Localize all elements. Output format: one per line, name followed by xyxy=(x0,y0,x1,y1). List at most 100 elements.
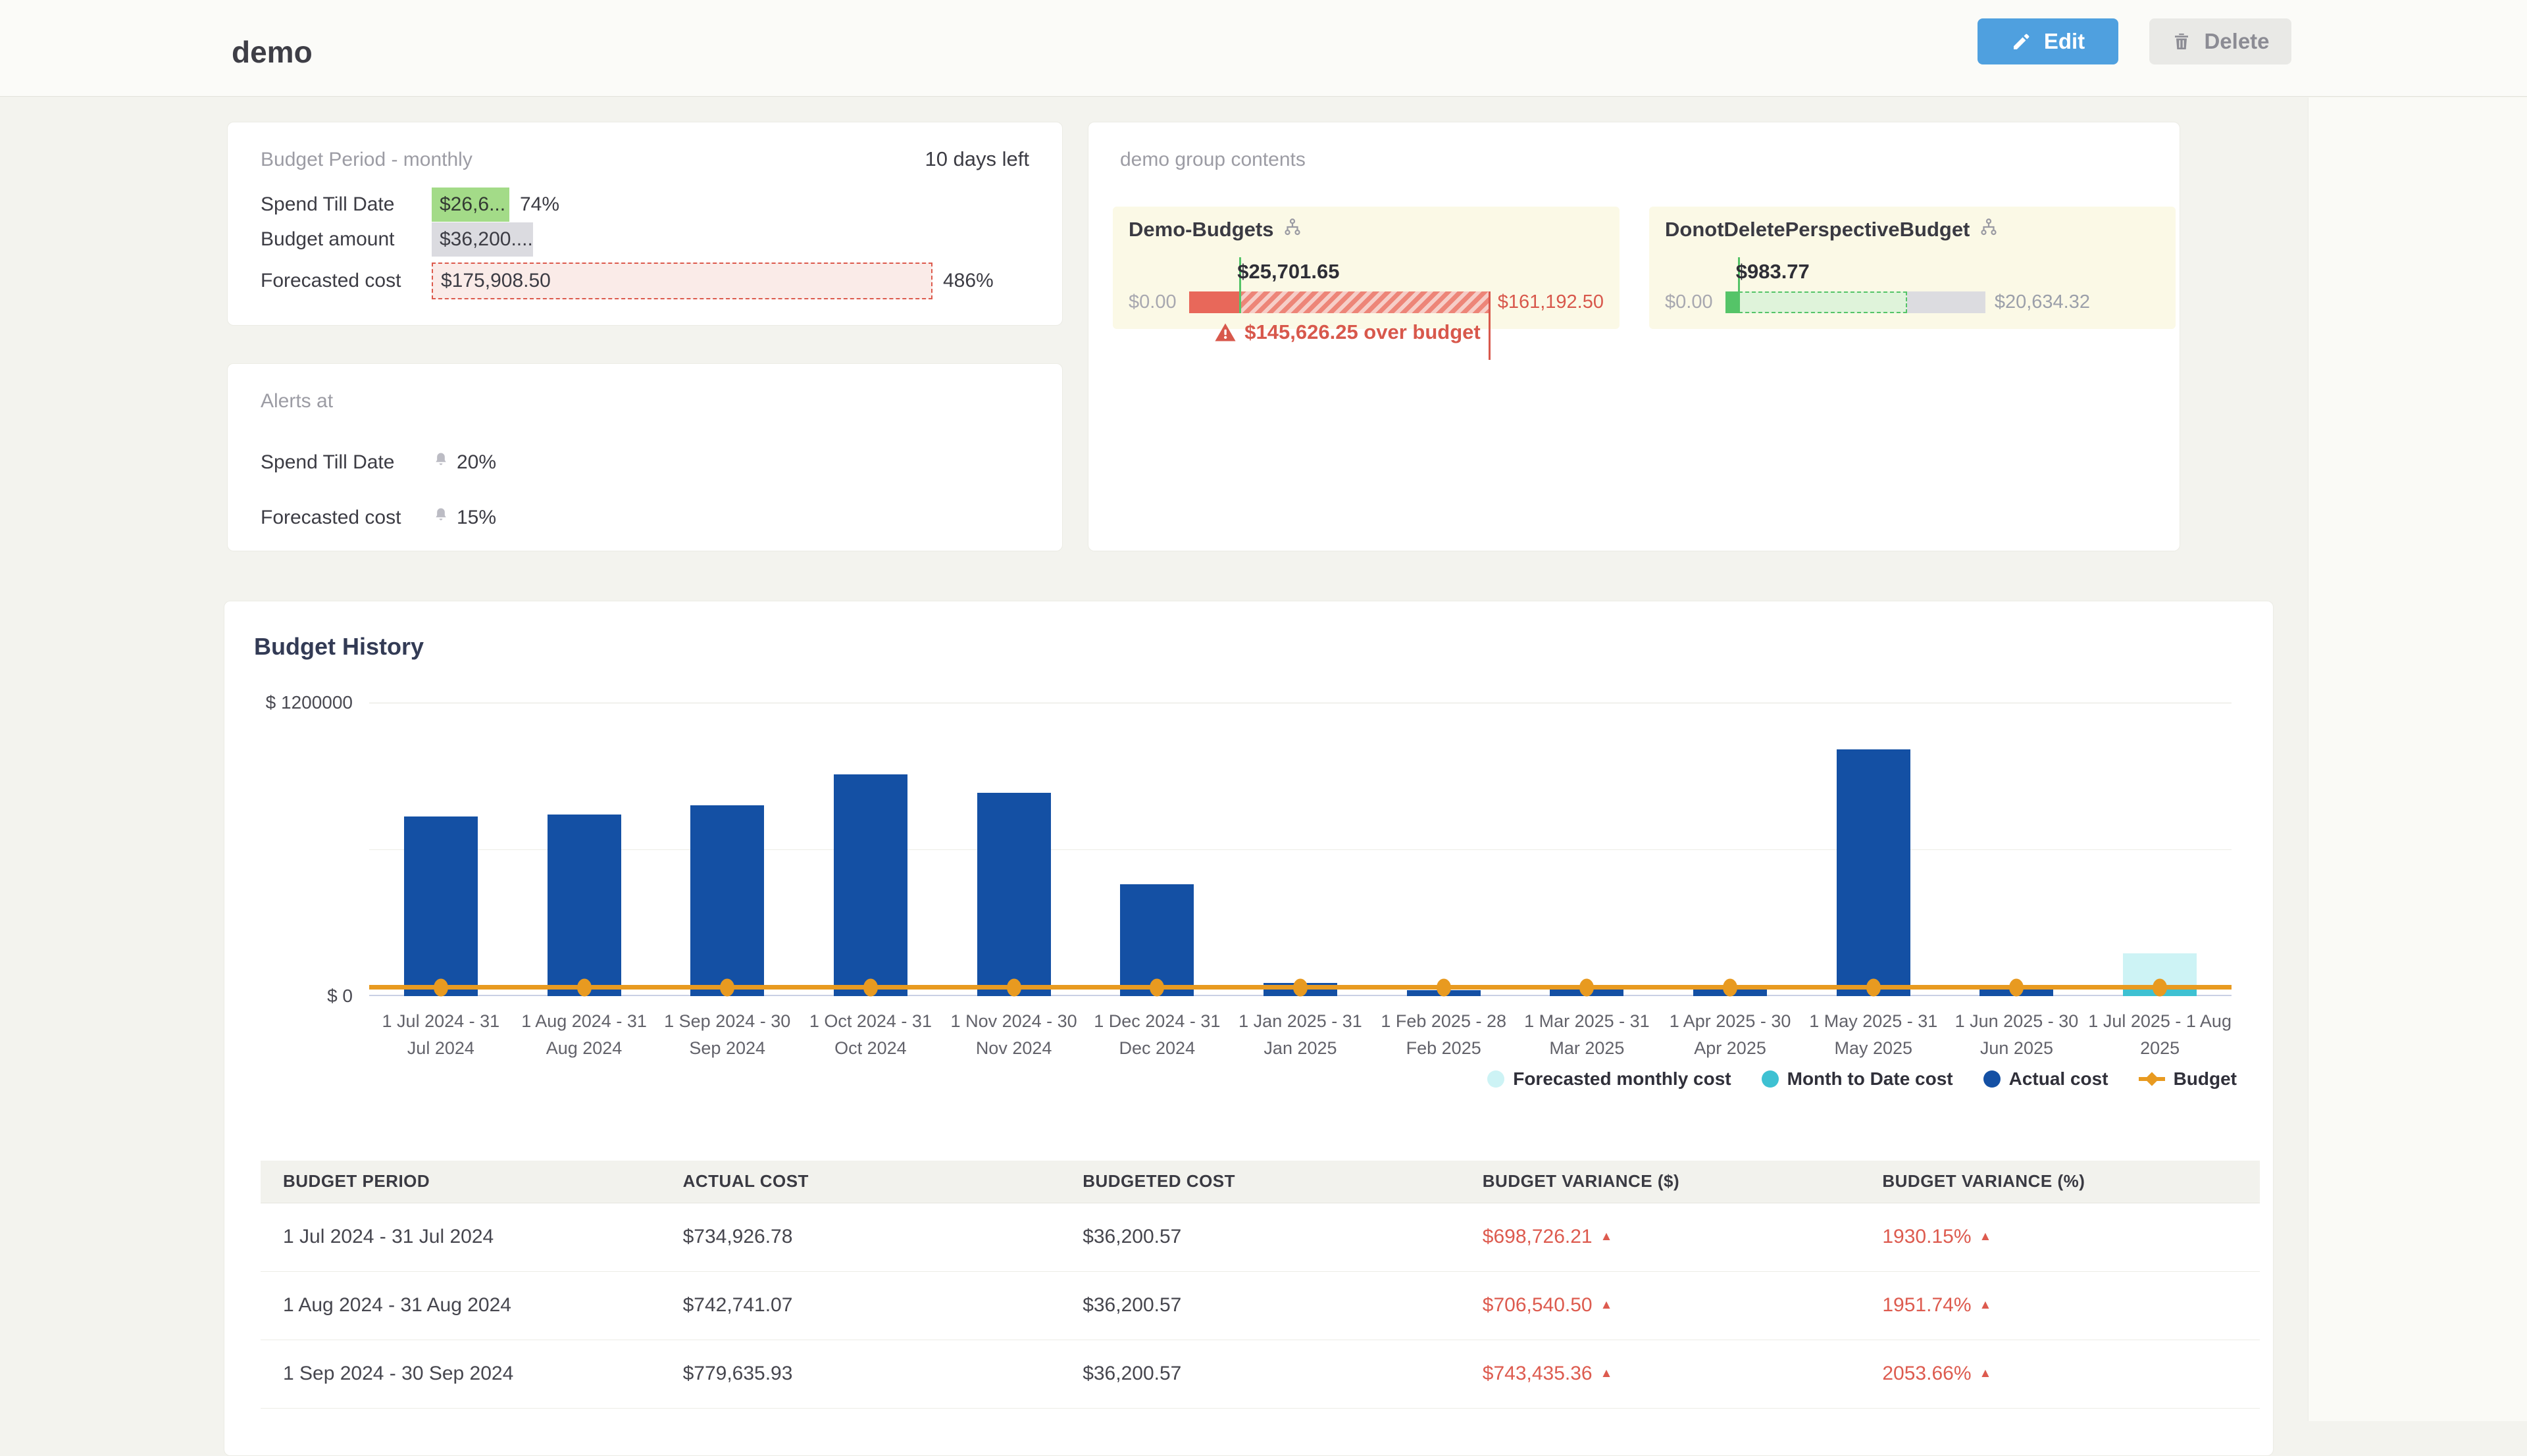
table-column-header: BUDGET PERIOD xyxy=(261,1161,661,1203)
up-triangle-icon: ▲ xyxy=(1600,1298,1613,1312)
bell-icon xyxy=(432,506,450,530)
x-axis-label: 1 Jun 2025 - 30 Jun 2025 xyxy=(1945,1008,2089,1061)
warning-icon xyxy=(1214,321,1237,343)
budget-tile[interactable]: DonotDeletePerspectiveBudget $0.00 $983.… xyxy=(1649,207,2176,329)
alerts-title: Alerts at xyxy=(261,390,333,413)
budget-max-label: $20,634.32 xyxy=(1995,291,2090,313)
spend-till-date-row: Spend Till Date $26,6... 74% xyxy=(261,187,1029,222)
legend-item[interactable]: Forecasted monthly cost xyxy=(1487,1068,1731,1090)
alert-row-forecast: Forecasted cost 15% xyxy=(261,503,1029,532)
chart-y-axis: $ 1200000$ 0 xyxy=(224,703,353,996)
legend-label: Month to Date cost xyxy=(1787,1068,1953,1090)
up-triangle-icon: ▲ xyxy=(1979,1367,1992,1380)
legend-marker xyxy=(1487,1070,1504,1088)
gridline xyxy=(369,849,2232,850)
budget-progress-bar: $983.77 xyxy=(1725,291,1985,313)
budget-tile[interactable]: Demo-Budgets $0.00 $25,701.65$145,626.25… xyxy=(1113,207,1620,329)
table-cell: 2053.66%▲ xyxy=(1860,1340,2260,1408)
budget-line-dot xyxy=(1723,978,1737,996)
x-axis-label: 1 Jul 2025 - 1 Aug 2025 xyxy=(2088,1008,2232,1061)
budget-line-dot xyxy=(1150,978,1164,996)
budget-history-title: Budget History xyxy=(254,633,424,661)
budget-min-label: $0.00 xyxy=(1129,291,1189,313)
legend-item[interactable]: Budget xyxy=(2139,1068,2237,1090)
legend-item[interactable]: Month to Date cost xyxy=(1762,1068,1953,1090)
x-axis-label: 1 Aug 2024 - 31 Aug 2024 xyxy=(513,1008,656,1061)
legend-label: Forecasted monthly cost xyxy=(1513,1068,1731,1090)
table-cell: $36,200.57 xyxy=(1060,1271,1460,1340)
table-cell: $734,926.78 xyxy=(661,1203,1061,1271)
days-left-label: 10 days left xyxy=(925,147,1029,171)
trash-icon xyxy=(2171,31,2192,52)
forecasted-cost-value: $175,908.50 xyxy=(432,263,932,299)
table-column-header: ACTUAL COST xyxy=(661,1161,1061,1203)
table-cell: 1 Jul 2024 - 31 Jul 2024 xyxy=(261,1203,661,1271)
budget-line-dot xyxy=(1866,978,1881,996)
over-budget-line xyxy=(1489,291,1491,360)
budget-line-dot xyxy=(1437,978,1451,996)
actual-cost-bar xyxy=(834,774,907,996)
budget-line-dot xyxy=(577,978,592,996)
x-axis-label: 1 Oct 2024 - 31 Oct 2024 xyxy=(799,1008,942,1061)
edit-button[interactable]: Edit xyxy=(1978,18,2118,64)
budget-bar-segment xyxy=(1907,291,1985,313)
budget-line-dot xyxy=(863,978,878,996)
table-cell: 1951.74%▲ xyxy=(1860,1271,2260,1340)
hierarchy-icon xyxy=(1979,217,1999,242)
budget-amount-value: $36,200.... xyxy=(432,222,533,257)
table-cell: $36,200.57 xyxy=(1060,1340,1460,1408)
table-header-row: BUDGET PERIODACTUAL COSTBUDGETED COSTBUD… xyxy=(261,1161,2260,1203)
actual-cost-bar xyxy=(548,815,621,996)
y-axis-tick: $ 0 xyxy=(327,986,353,1007)
budget-line-dot xyxy=(720,978,734,996)
budget-line-dot xyxy=(434,978,448,996)
legend-item[interactable]: Actual cost xyxy=(1983,1068,2108,1090)
budget-bar-segment xyxy=(1240,291,1488,313)
table-column-header: BUDGET VARIANCE ($) xyxy=(1460,1161,1860,1203)
x-axis-label: 1 Feb 2025 - 28 Feb 2025 xyxy=(1372,1008,1516,1061)
x-axis-label: 1 Mar 2025 - 31 Mar 2025 xyxy=(1516,1008,1659,1061)
up-triangle-icon: ▲ xyxy=(1979,1230,1992,1243)
table-cell: $779,635.93 xyxy=(661,1340,1061,1408)
table-row: 1 Jul 2024 - 31 Jul 2024$734,926.78$36,2… xyxy=(261,1203,2260,1271)
over-budget-label: $145,626.25 over budget xyxy=(1214,320,1480,344)
budget-tiles: Demo-Budgets $0.00 $25,701.65$145,626.25… xyxy=(1113,207,2176,329)
current-spend-value: $983.77 xyxy=(1736,260,1810,284)
y-axis-tick: $ 1200000 xyxy=(266,692,353,713)
forecasted-cost-row: Forecasted cost $175,908.50 486% xyxy=(261,262,1029,300)
table-cell: $743,435.36▲ xyxy=(1460,1340,1860,1408)
top-bar: demo Edit Delete xyxy=(0,0,2527,97)
delete-button[interactable]: Delete xyxy=(2149,18,2291,64)
alerts-card: Alerts at Spend Till Date 20% Forecasted… xyxy=(227,363,1063,551)
budget-line-dot xyxy=(1007,978,1021,996)
bell-icon xyxy=(432,451,450,474)
budget-amount-row: Budget amount $36,200.... xyxy=(261,222,1029,257)
legend-diamond xyxy=(2145,1072,2158,1086)
page-title: demo xyxy=(232,34,313,70)
forecasted-cost-pct: 486% xyxy=(943,270,994,292)
spend-till-date-value: $26,6... xyxy=(432,188,509,222)
legend-marker xyxy=(1762,1070,1779,1088)
x-axis-label: 1 May 2025 - 31 May 2025 xyxy=(1802,1008,1945,1061)
group-contents-card: demo group contents Demo-Budgets $0.00 $… xyxy=(1088,122,2180,551)
table-row: 1 Sep 2024 - 30 Sep 2024$779,635.93$36,2… xyxy=(261,1340,2260,1408)
table-cell: $742,741.07 xyxy=(661,1271,1061,1340)
group-contents-title: demo group contents xyxy=(1120,149,1306,171)
budget-name: DonotDeletePerspectiveBudget xyxy=(1665,218,1970,241)
budget-bar-segment xyxy=(1725,291,1739,313)
budget-bar-segment xyxy=(1739,291,1908,313)
legend-label: Actual cost xyxy=(2009,1068,2108,1090)
budget-line-dot xyxy=(1293,978,1308,996)
budget-history-table: BUDGET PERIODACTUAL COSTBUDGETED COSTBUD… xyxy=(261,1161,2260,1409)
table-cell: $36,200.57 xyxy=(1060,1203,1460,1271)
actual-cost-bar xyxy=(977,793,1051,996)
chart-legend: Forecasted monthly cost Month to Date cos… xyxy=(1487,1068,2237,1090)
up-triangle-icon: ▲ xyxy=(1600,1230,1613,1243)
current-spend-value: $25,701.65 xyxy=(1237,260,1339,284)
table-row: 1 Aug 2024 - 31 Aug 2024$742,741.07$36,2… xyxy=(261,1271,2260,1340)
table-cell: 1930.15%▲ xyxy=(1860,1203,2260,1271)
table-column-header: BUDGETED COST xyxy=(1060,1161,1460,1203)
spend-till-date-label: Spend Till Date xyxy=(261,193,432,216)
table-cell: $698,726.21▲ xyxy=(1460,1203,1860,1271)
table-column-header: BUDGET VARIANCE (%) xyxy=(1860,1161,2260,1203)
